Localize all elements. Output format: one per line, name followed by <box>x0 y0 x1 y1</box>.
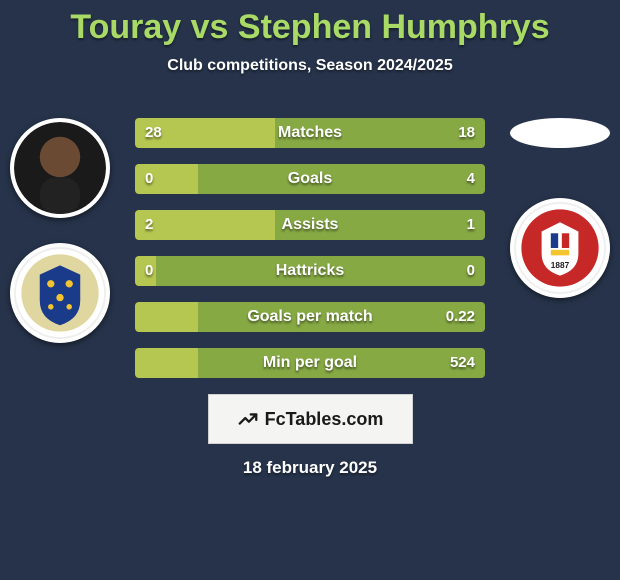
stat-track <box>135 256 485 286</box>
barnsley-crest-icon: 1887 <box>514 202 606 294</box>
player-left-crest <box>10 243 110 343</box>
player-right-avatar <box>510 118 610 148</box>
stockport-crest-icon <box>14 247 106 339</box>
subtitle: Club competitions, Season 2024/2025 <box>0 57 620 75</box>
stat-bar-right <box>198 348 485 378</box>
stat-track <box>135 164 485 194</box>
stat-track <box>135 302 485 332</box>
stat-row: Goals04 <box>135 164 485 194</box>
stat-bar-left <box>135 256 156 286</box>
stat-bar-right <box>156 256 485 286</box>
stat-row: Assists21 <box>135 210 485 240</box>
stat-bars: Matches2818 Goals04 Assists21 Hattricks00 Go… <box>135 100 485 378</box>
date-label: 18 february 2025 <box>0 458 620 478</box>
stat-bar-left <box>135 164 198 194</box>
stat-bar-left <box>135 210 275 240</box>
player-left-avatar <box>10 118 110 218</box>
brand-badge[interactable]: FcTables.com <box>208 394 413 444</box>
brand-label: FcTables.com <box>265 409 384 430</box>
svg-text:1887: 1887 <box>551 261 570 270</box>
stat-row: Hattricks00 <box>135 256 485 286</box>
stat-bar-left <box>135 348 198 378</box>
player-right-column: 1887 <box>505 118 615 368</box>
stat-row: Matches2818 <box>135 118 485 148</box>
stat-row: Goals per match0.22 <box>135 302 485 332</box>
stat-bar-right <box>275 118 485 148</box>
player-left-silhouette-icon <box>14 122 106 214</box>
stat-row: Min per goal524 <box>135 348 485 378</box>
page-title: Touray vs Stephen Humphrys <box>0 0 620 47</box>
stat-bar-left <box>135 302 198 332</box>
player-left-column <box>5 118 115 368</box>
stat-track <box>135 348 485 378</box>
chart-icon <box>237 408 259 430</box>
comparison-panel: 1887 Matches2818 Goals04 Assists21 Hattrick… <box>0 100 620 478</box>
stat-bar-right <box>198 164 485 194</box>
stat-bar-right <box>275 210 485 240</box>
stat-track <box>135 118 485 148</box>
stat-bar-right <box>198 302 485 332</box>
stat-track <box>135 210 485 240</box>
stat-bar-left <box>135 118 275 148</box>
player-right-crest: 1887 <box>510 198 610 298</box>
